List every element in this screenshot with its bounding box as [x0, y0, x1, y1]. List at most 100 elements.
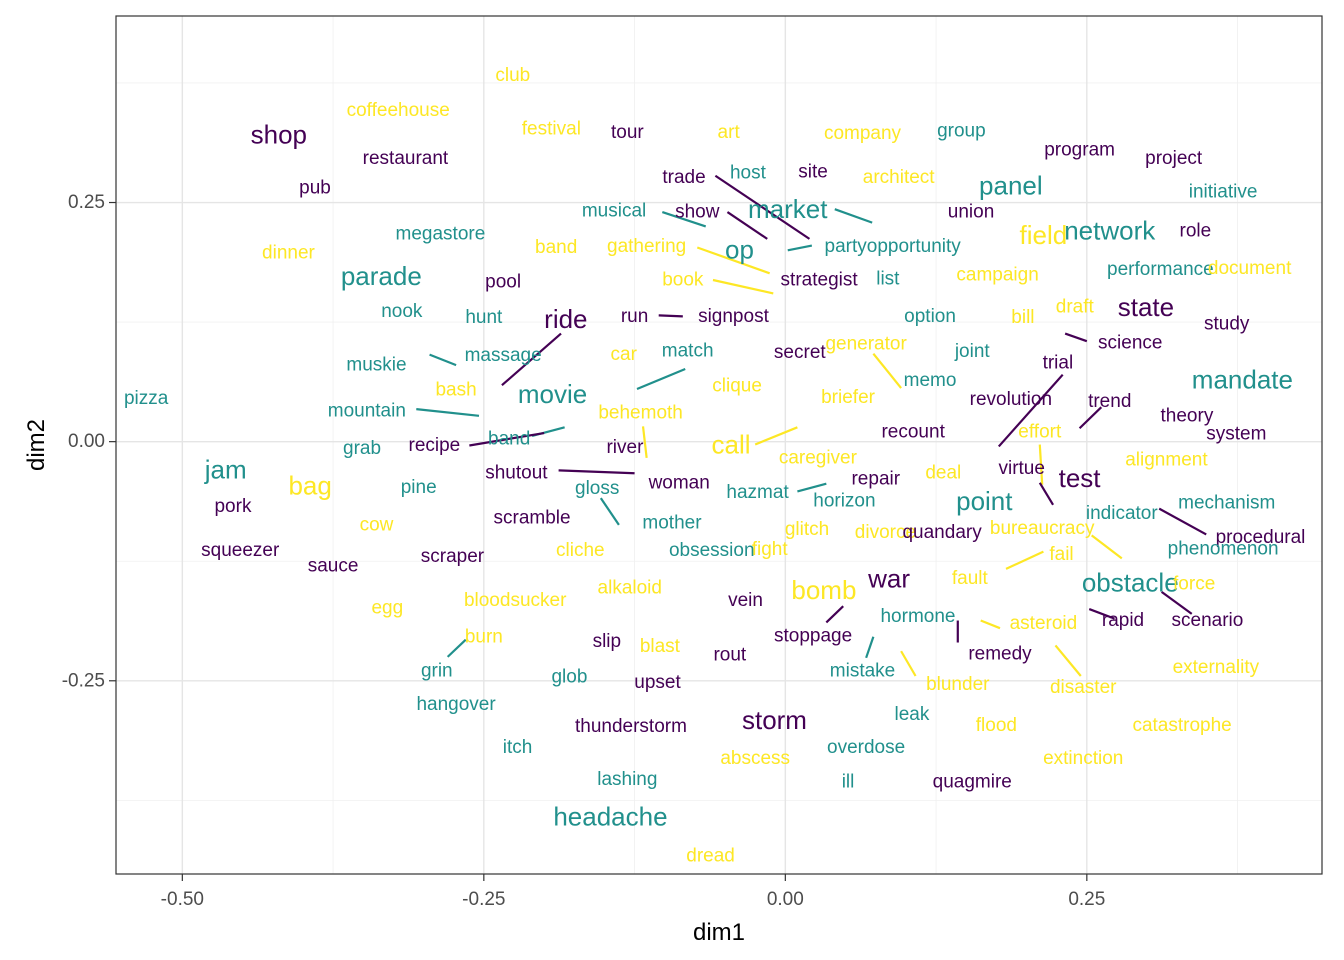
leader-line [754, 426, 798, 446]
word-label: company [824, 123, 902, 144]
word-label: market [748, 194, 828, 224]
word-label: shutout [485, 463, 548, 484]
word-label: lashing [597, 769, 657, 790]
word-label: strategist [781, 270, 859, 291]
word-label: hangover [416, 694, 496, 715]
word-label: mother [642, 512, 702, 533]
word-label: mechanism [1178, 492, 1275, 513]
word-label: secret [774, 342, 826, 363]
word-label: divorce [855, 522, 916, 543]
word-label: car [611, 344, 638, 365]
word-label: fail [1049, 544, 1073, 565]
leader-line [997, 373, 1064, 448]
word-label: hazmat [726, 482, 789, 503]
word-label: bag [288, 471, 331, 501]
word-label: externality [1173, 657, 1260, 678]
word-label: scraper [421, 546, 485, 567]
word-label: memo [904, 370, 957, 391]
word-label: quandary [902, 522, 982, 543]
leader-line [661, 211, 707, 228]
word-label: gloss [575, 478, 619, 499]
word-label: upset [634, 672, 681, 693]
word-label: call [712, 430, 751, 460]
word-label: panel [979, 170, 1043, 200]
leader-line [714, 174, 811, 240]
word-label: host [730, 162, 767, 183]
word-label: blast [640, 636, 681, 657]
word-label: blunder [926, 674, 990, 695]
leader-line [787, 244, 813, 252]
word-label: effort [1018, 422, 1062, 443]
word-label: bill [1011, 307, 1034, 328]
word-label: fight [752, 539, 789, 560]
word-label: state [1118, 292, 1174, 322]
x-axis-title: dim1 [693, 919, 745, 946]
word-label: document [1208, 258, 1292, 279]
word-label: trend [1088, 391, 1131, 412]
word-label: art [718, 122, 741, 143]
leader-line [1160, 590, 1193, 615]
word-label: shop [251, 120, 307, 150]
word-label: dinner [262, 243, 315, 264]
leader-line [446, 638, 467, 658]
word-label: procedural [1216, 527, 1306, 548]
word-label: mountain [328, 401, 406, 422]
word-label: study [1204, 314, 1250, 335]
word-label: muskie [346, 355, 406, 376]
word-label: bureaucracy [990, 518, 1095, 539]
word-label: architect [863, 167, 936, 188]
word-label: obsession [669, 540, 755, 561]
word-label: itch [503, 737, 533, 758]
word-label: initiative [1189, 182, 1258, 203]
word-label: mandate [1192, 364, 1293, 394]
word-label: indicator [1086, 503, 1158, 524]
leader-line [641, 426, 648, 459]
word-label: campaign [956, 265, 1038, 286]
major-gridlines [116, 16, 1322, 874]
word-label: nook [381, 301, 423, 322]
word-label: extinction [1043, 748, 1123, 769]
word-label: group [937, 120, 986, 141]
leader-line [726, 211, 768, 240]
word-labels: club coffeehouse festival tour art company gro… [124, 65, 1305, 867]
leader-line [1054, 644, 1082, 677]
word-label: role [1180, 221, 1212, 242]
leader-line [980, 619, 1001, 630]
word-label: scramble [494, 508, 571, 529]
word-label: quagmire [933, 772, 1012, 793]
word-label: generator [825, 334, 907, 355]
leader-line [501, 332, 562, 387]
word-label: alkaloid [598, 578, 662, 599]
word-label: squeezer [201, 540, 280, 561]
word-label: river [606, 437, 644, 458]
word-label: behemoth [598, 402, 683, 423]
word-label: cow [360, 514, 394, 535]
word-label: stoppage [774, 625, 852, 646]
word-label: ill [842, 772, 855, 793]
word-label: trade [662, 167, 705, 188]
word-label: force [1173, 574, 1215, 595]
leader-line [825, 605, 844, 624]
word-label: pine [401, 477, 437, 498]
word-label: gathering [607, 236, 686, 257]
word-label: signpost [698, 306, 769, 327]
word-label: op [725, 234, 754, 264]
label-leader-lines [416, 174, 1207, 677]
word-label: revolution [970, 389, 1052, 410]
leader-line [1090, 534, 1123, 560]
word-label: grin [421, 661, 453, 682]
word-label: thunderstorm [575, 716, 687, 737]
x-tick-label: -0.25 [462, 889, 505, 910]
word-label: briefer [821, 387, 876, 408]
leader-line [416, 408, 480, 417]
word-label: virtue [998, 458, 1044, 479]
word-label: grab [343, 438, 381, 459]
word-label: restaurant [363, 148, 449, 169]
word-label: list [876, 269, 900, 290]
word-label: clique [712, 376, 762, 397]
word-label: partyopportunity [825, 236, 962, 257]
leader-line [1005, 550, 1044, 570]
leader-line [834, 208, 873, 224]
word-label: pub [299, 178, 331, 199]
